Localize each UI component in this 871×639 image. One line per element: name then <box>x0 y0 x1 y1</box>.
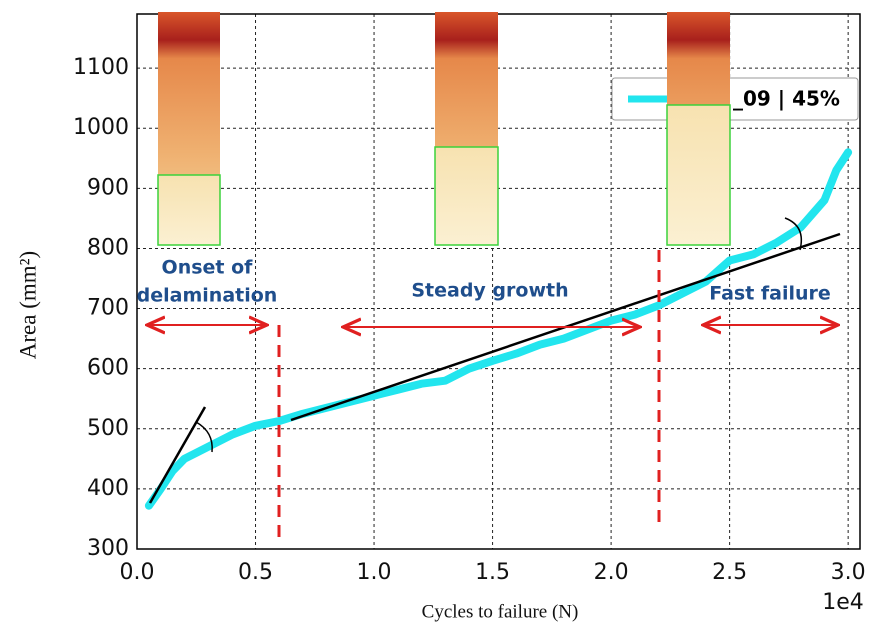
legend-label: _09 | 45% <box>733 87 840 111</box>
angle-arc <box>195 421 213 453</box>
y-tick-label: 1000 <box>73 115 129 140</box>
y-tick-label: 300 <box>87 536 129 561</box>
x-tick-label: 2.5 <box>712 560 747 585</box>
data-line <box>144 148 853 510</box>
data <box>144 148 853 510</box>
annotation: Fast failure <box>709 283 831 305</box>
x-tick-label: 1.0 <box>357 560 392 585</box>
y-tick-label: 500 <box>87 416 129 441</box>
y-tick-label: 700 <box>87 296 129 321</box>
specimen-image <box>434 12 499 246</box>
y-axis-title: Area (mm²) <box>15 251 40 359</box>
y-tick-label: 1100 <box>73 55 129 80</box>
y-tick-label: 800 <box>87 235 129 260</box>
x-axis-title: Cycles to failure (N) <box>422 601 579 622</box>
y-tick-label: 600 <box>87 356 129 381</box>
x-tick-label: 0.5 <box>238 560 273 585</box>
x-tick-label: 3.0 <box>831 560 866 585</box>
angle-arc <box>784 217 803 251</box>
legend: _09 | 45% <box>611 77 859 121</box>
plot-frame <box>136 13 861 550</box>
annotation: Onset of <box>162 257 254 279</box>
x-tick-label: 2.0 <box>594 560 629 585</box>
specimen-image <box>157 12 221 246</box>
x-multiplier: 1e4 <box>822 590 864 615</box>
y-tick-label: 900 <box>87 175 129 200</box>
annotation: delamination <box>137 285 278 307</box>
y-tick-label: 400 <box>87 476 129 501</box>
x-tick-label: 1.5 <box>475 560 510 585</box>
fit-line <box>148 406 207 504</box>
annotation: Steady growth <box>411 280 568 302</box>
specimen-image <box>666 12 731 246</box>
x-tick-label: 0.0 <box>120 560 155 585</box>
